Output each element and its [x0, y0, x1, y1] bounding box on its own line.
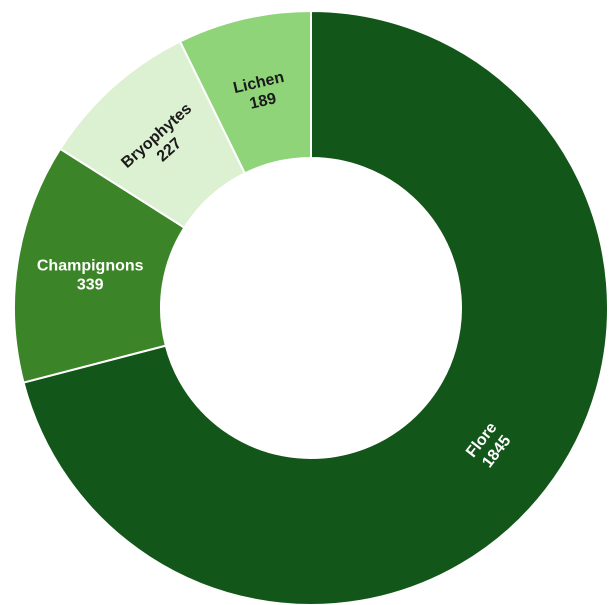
- slice-label-value: 189: [248, 90, 278, 113]
- slice-label-value: 339: [77, 276, 104, 293]
- slice-lichen: [178, 9, 312, 175]
- slice-label-champignons: Champignons 339: [37, 257, 144, 293]
- slice-flore: [22, 9, 609, 605]
- slices-layer: [13, 9, 609, 605]
- slice-label-category: Champignons: [37, 257, 144, 274]
